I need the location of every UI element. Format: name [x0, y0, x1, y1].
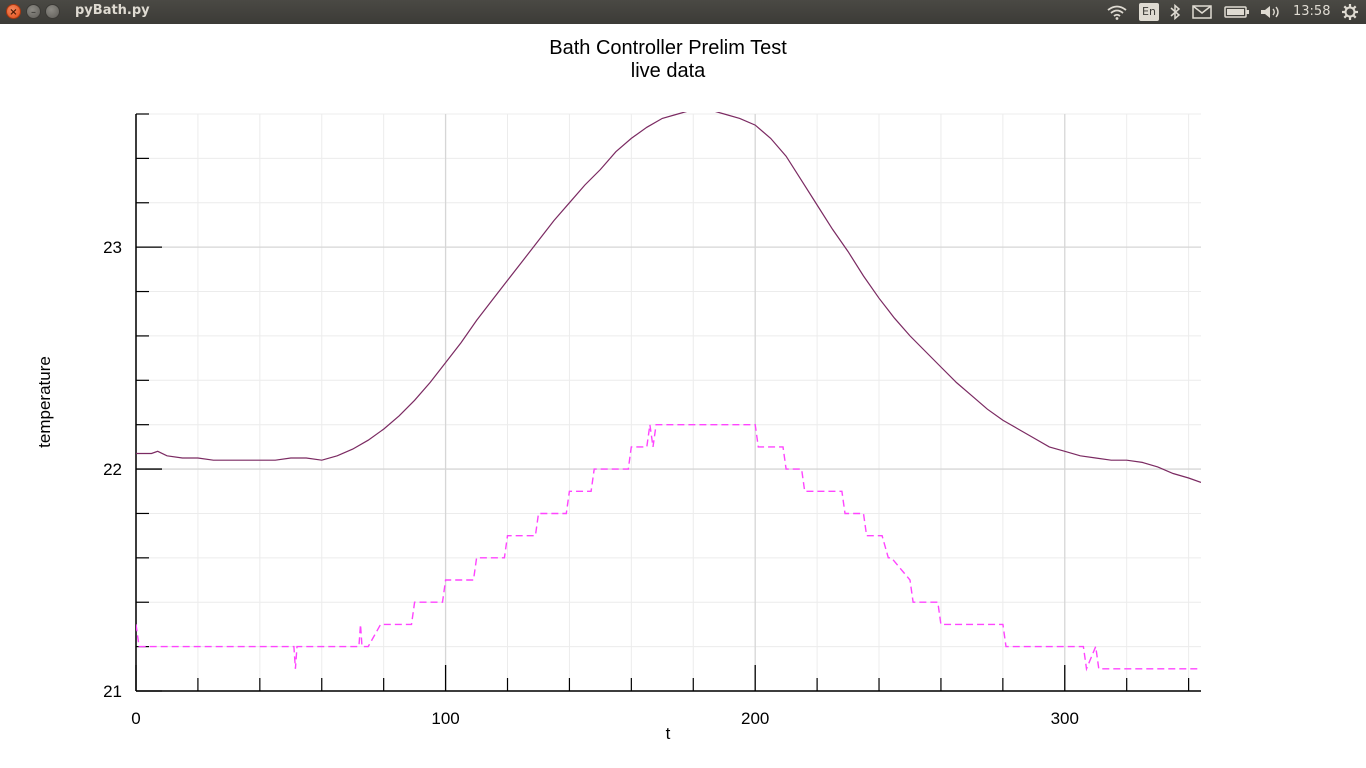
settings-gear-icon[interactable] [1340, 3, 1360, 21]
battery-icon[interactable] [1224, 5, 1250, 19]
temperature-series-line [136, 112, 1201, 483]
y-tick-label: 22 [103, 460, 122, 479]
y-axis-label: temperature [35, 356, 54, 448]
minimize-icon: – [31, 7, 36, 18]
close-window-button[interactable]: × [6, 4, 21, 19]
window-title: pyBath.py [75, 3, 150, 18]
tick-marks [135, 113, 1190, 692]
tick-labels: 0 100 200 300 21 22 23 [103, 238, 1079, 728]
chart: 0 100 200 300 21 22 23 Bath Controller Prelim … [35, 37, 1201, 743]
setpoint-series-line [136, 424, 1201, 672]
chart-subtitle: live data [631, 60, 706, 82]
axes [135, 114, 1201, 692]
close-icon: × [9, 7, 18, 18]
volume-icon[interactable] [1259, 4, 1283, 20]
window-titlebar: × – pyBath.py En 13:58 [0, 0, 1366, 24]
maximize-window-button[interactable] [45, 4, 60, 19]
wifi-icon[interactable] [1106, 4, 1128, 20]
grid-lines [135, 113, 1201, 692]
keyboard-icon[interactable]: En [1139, 3, 1159, 21]
y-tick-label: 23 [103, 238, 122, 257]
clock[interactable]: 13:58 [1293, 4, 1331, 19]
y-tick-label: 21 [103, 682, 122, 701]
x-tick-label: 200 [741, 709, 769, 728]
chart-title: Bath Controller Prelim Test [549, 37, 787, 59]
data-series [136, 112, 1201, 672]
bluetooth-icon[interactable] [1169, 4, 1181, 20]
x-tick-label: 100 [431, 709, 459, 728]
x-tick-label: 300 [1051, 709, 1079, 728]
x-tick-label: 0 [131, 709, 140, 728]
mail-icon[interactable] [1192, 5, 1212, 19]
x-axis-label: t [666, 724, 671, 743]
minimize-window-button[interactable]: – [26, 4, 41, 19]
